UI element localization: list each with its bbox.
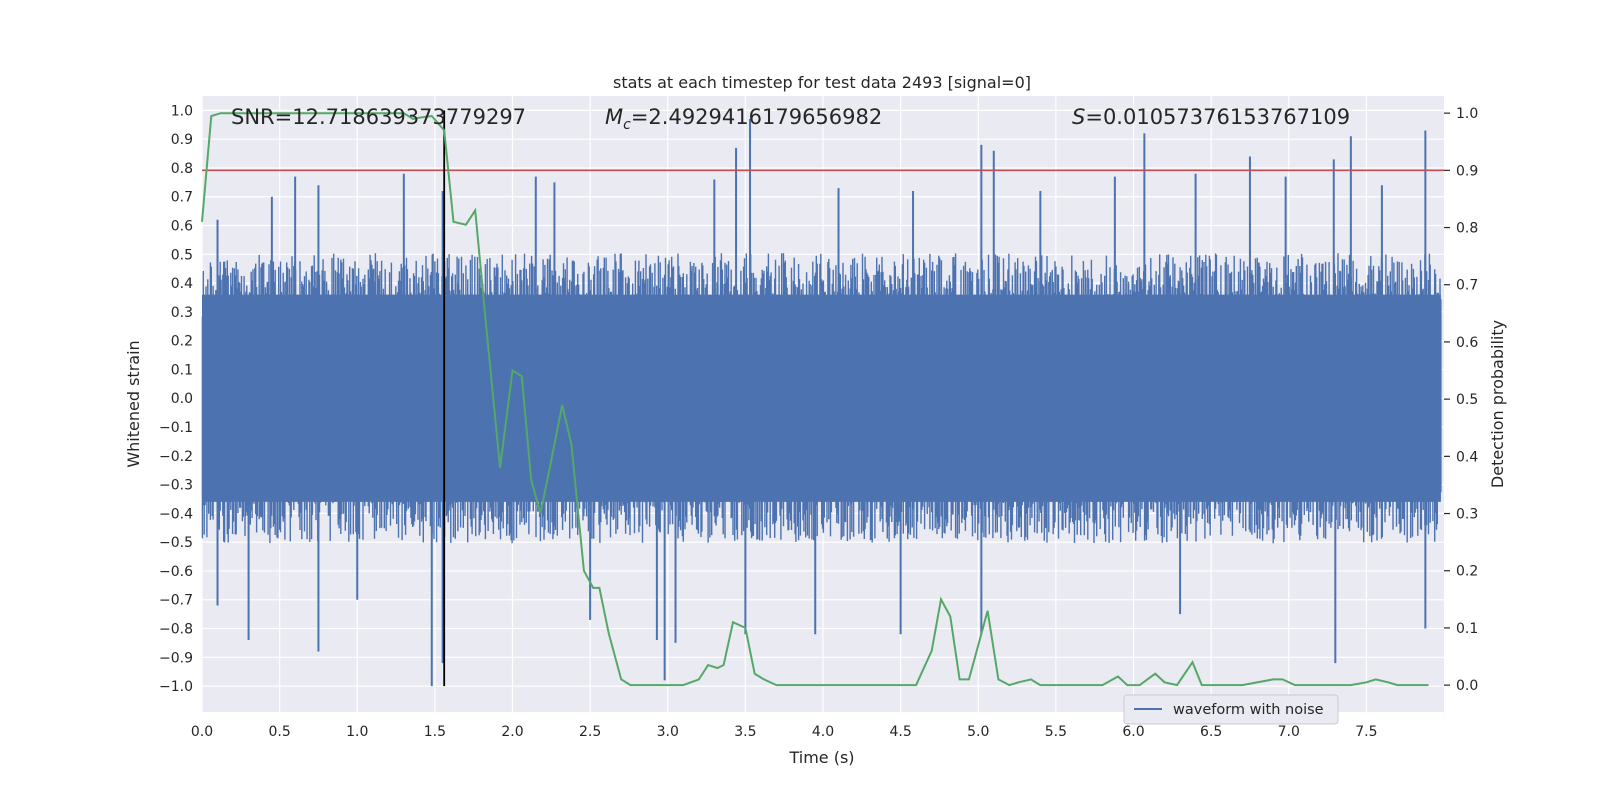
noise-band-core xyxy=(202,294,1441,502)
statistic-symbol: S xyxy=(1072,105,1085,129)
y-left-tick-label: −0.2 xyxy=(159,449,193,465)
y-left-tick-label: 0.6 xyxy=(171,219,193,235)
y-left-tick-label: −0.6 xyxy=(159,564,193,580)
y-left-tick-label: 0.4 xyxy=(171,276,193,292)
y-left-tick-label: −0.1 xyxy=(159,420,193,436)
x-tick-label: 0.5 xyxy=(268,724,290,740)
statistic-value: =0.010573761537671​09 xyxy=(1085,105,1350,129)
x-tick-label: 6.5 xyxy=(1200,724,1222,740)
x-axis-label: Time (s) xyxy=(788,748,854,767)
chirp-mass-subscript: c xyxy=(623,117,631,133)
y-right-tick-label: 1.0 xyxy=(1456,106,1478,122)
y-left-axis-label: Whitened strain xyxy=(124,340,143,467)
x-tick-label: 1.0 xyxy=(346,724,368,740)
snr-annotation: SNR=12.718639373779297 xyxy=(231,105,526,129)
chirp-mass-value: =2.4929416179656982 xyxy=(631,105,882,129)
y-right-tick-label: 0.6 xyxy=(1456,335,1478,351)
y-left-tick-label: −0.8 xyxy=(159,622,193,638)
y-left-tick-label: −0.4 xyxy=(159,506,193,522)
legend-label: waveform with noise xyxy=(1173,702,1324,718)
x-tick-label: 4.0 xyxy=(812,724,834,740)
y-right-axis-label: Detection probability xyxy=(1488,320,1507,488)
x-tick-label: 5.5 xyxy=(1045,724,1067,740)
y-left-tick-label: 0.8 xyxy=(171,161,193,177)
y-right-tick-label: 0.0 xyxy=(1456,678,1478,694)
y-left-tick-label: 1.0 xyxy=(171,103,193,119)
y-left-tick-label: 0.2 xyxy=(171,334,193,350)
y-right-tick-label: 0.9 xyxy=(1456,163,1478,179)
y-left-axis-ticks: 1.0 0.9 0.8 0.7 0.6 0.5 0.4 0.3 0.2 0.1 0.0 −0.1 −0.… xyxy=(159,103,193,695)
y-right-tick-label: 0.5 xyxy=(1456,392,1478,408)
y-right-tick-label: 0.3 xyxy=(1456,507,1478,523)
chart-title: stats at each timestep for test data 249… xyxy=(613,73,1031,92)
legend-box xyxy=(1123,694,1339,725)
y-left-tick-label: 0.0 xyxy=(171,391,193,407)
chirp-mass-annotation: Mc=2.4929416179656982 xyxy=(605,105,882,133)
y-right-tick-label: 0.4 xyxy=(1456,449,1478,465)
legend: waveform with noise xyxy=(1123,694,1339,725)
y-right-tick-label: 0.8 xyxy=(1456,221,1478,237)
y-right-tick-label: 0.1 xyxy=(1456,621,1478,637)
statistic-annotation: S=0.010573761537671​09 xyxy=(1072,105,1350,129)
y-right-tick-label: 0.2 xyxy=(1456,564,1478,580)
y-right-axis-ticks: 1.0 0.9 0.8 0.7 0.6 0.5 0.4 0.3 0.2 0.1 0.0 xyxy=(1444,106,1478,694)
x-tick-label: 3.5 xyxy=(734,724,756,740)
y-left-tick-label: −0.5 xyxy=(159,535,193,551)
x-tick-label: 2.5 xyxy=(579,724,601,740)
x-tick-label: 0.0 xyxy=(191,724,213,740)
y-left-tick-label: 0.5 xyxy=(171,247,193,263)
x-axis-ticks: 0.0 0.5 1.0 1.5 2.0 2.5 3.0 3.5 4.0 4.5 5.0 5.5 6.0 6… xyxy=(191,724,1378,740)
y-right-tick-label: 0.7 xyxy=(1456,278,1478,294)
y-left-tick-label: −0.3 xyxy=(159,478,193,494)
x-tick-label: 1.5 xyxy=(424,724,446,740)
x-tick-label: 6.0 xyxy=(1122,724,1144,740)
x-tick-label: 2.0 xyxy=(501,724,523,740)
chirp-mass-symbol: M xyxy=(605,105,623,129)
x-tick-label: 7.0 xyxy=(1278,724,1300,740)
y-left-tick-label: −1.0 xyxy=(159,679,193,695)
y-left-tick-label: 0.9 xyxy=(171,132,193,148)
y-left-tick-label: 0.1 xyxy=(171,362,193,378)
x-tick-label: 4.5 xyxy=(889,724,911,740)
y-left-tick-label: 0.3 xyxy=(171,305,193,321)
detection-probability-line xyxy=(201,112,1429,687)
waveform-with-noise-series xyxy=(201,119,1442,687)
x-tick-label: 5.0 xyxy=(967,724,989,740)
x-tick-label: 7.5 xyxy=(1355,724,1377,740)
y-left-tick-label: 0.7 xyxy=(171,190,193,206)
x-tick-label: 3.0 xyxy=(657,724,679,740)
y-left-tick-label: −0.7 xyxy=(159,593,193,609)
y-left-tick-label: −0.9 xyxy=(159,650,193,666)
